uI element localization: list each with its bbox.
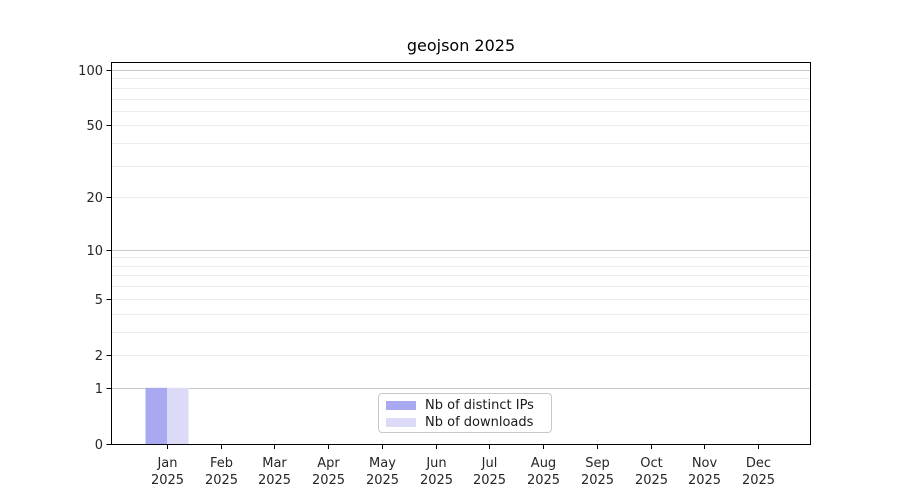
x-tick-label-year-jul: 2025 — [473, 473, 506, 488]
x-tick-label-month-apr: Apr — [317, 456, 340, 471]
legend-swatch-downloads — [386, 418, 416, 427]
x-tick-label-year-sep: 2025 — [581, 473, 614, 488]
y-tick-label-10: 10 — [86, 244, 103, 259]
x-tick-label-year-aug: 2025 — [527, 473, 560, 488]
x-tick-label-year-may: 2025 — [366, 473, 399, 488]
x-tick-label-month-aug: Aug — [531, 456, 556, 471]
legend-item-downloads: Nb of downloads — [386, 414, 551, 431]
x-tick-label-month-feb: Feb — [210, 456, 233, 471]
y-tick-label-5: 5 — [95, 293, 103, 308]
x-tick-label-month-jun: Jun — [425, 456, 446, 471]
x-tick-label-month-jul: Jul — [481, 456, 498, 471]
chart-title: geojson 2025 — [406, 36, 516, 55]
x-tick-label-year-feb: 2025 — [205, 473, 238, 488]
y-tick-label-1: 1 — [95, 382, 103, 397]
y-tick-label-50: 50 — [86, 119, 103, 134]
x-tick-label-month-dec: Dec — [746, 456, 771, 471]
y-tick-label-0: 0 — [95, 438, 103, 453]
x-tick-label-year-nov: 2025 — [688, 473, 721, 488]
y-tick-label-2: 2 — [95, 349, 103, 364]
x-tick-label-month-may: May — [369, 456, 396, 471]
x-tick-label-year-apr: 2025 — [312, 473, 345, 488]
y-tick-label-20: 20 — [86, 191, 103, 206]
legend-label-downloads: Nb of downloads — [425, 415, 534, 430]
x-tick-label-year-oct: 2025 — [635, 473, 668, 488]
legend: Nb of distinct IPs Nb of downloads — [378, 393, 552, 433]
x-tick-label-month-sep: Sep — [585, 456, 610, 471]
bar-jan-series1[interactable] — [167, 387, 189, 445]
legend-item-distinct-ips: Nb of distinct IPs — [386, 397, 551, 414]
bar-jan-series0[interactable] — [145, 387, 167, 445]
x-tick-label-month-jan: Jan — [156, 456, 177, 471]
x-tick-label-year-dec: 2025 — [742, 473, 775, 488]
x-tick-label-month-oct: Oct — [640, 456, 662, 471]
legend-swatch-distinct-ips — [386, 401, 416, 410]
y-tick-label-100: 100 — [78, 64, 103, 79]
legend-label-distinct-ips: Nb of distinct IPs — [425, 398, 534, 413]
x-tick-label-year-jun: 2025 — [420, 473, 453, 488]
plot-border — [111, 62, 811, 445]
x-tick-label-year-jan: 2025 — [151, 473, 184, 488]
x-tick-label-year-mar: 2025 — [258, 473, 291, 488]
x-tick-label-month-nov: Nov — [692, 456, 718, 471]
x-tick-label-month-mar: Mar — [262, 456, 287, 471]
